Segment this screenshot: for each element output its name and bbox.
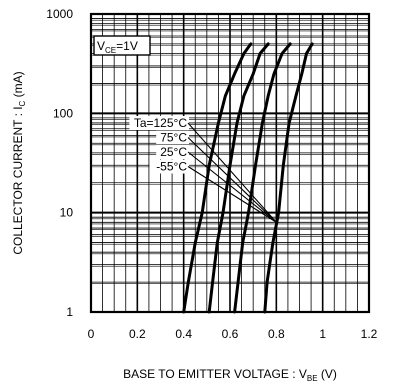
x-tick-labels: 0 0.2 0.4 0.6 0.8 1 1.2 xyxy=(88,327,378,341)
x-axis-label-main: BASE TO EMITTER VOLTAGE : V xyxy=(123,367,307,381)
condition-sub: CE xyxy=(105,46,116,55)
legend-pointer-line xyxy=(187,166,277,223)
legend-label: -55°C xyxy=(156,160,187,174)
series-line xyxy=(182,42,253,314)
x-tick-label: 0.8 xyxy=(268,327,285,341)
legend-label: 25°C xyxy=(160,145,187,159)
x-tick-label: 1 xyxy=(319,327,326,341)
legend-label-bg xyxy=(149,159,189,174)
y-tick-label: 100 xyxy=(53,106,73,120)
curves xyxy=(182,42,314,314)
legend-pointer-line xyxy=(187,151,277,223)
series-line xyxy=(263,42,314,314)
x-axis-label-sub: BE xyxy=(307,374,318,383)
x-tick-label: 0.6 xyxy=(222,327,239,341)
legend-label-bg xyxy=(156,145,189,159)
y-tick-label: 10 xyxy=(60,206,74,220)
series-line xyxy=(233,42,292,314)
plot-frame xyxy=(89,12,371,314)
x-tick-label: 0 xyxy=(88,327,95,341)
legend-pointer-line xyxy=(187,122,277,223)
condition-suffix: =1V xyxy=(116,39,138,53)
y-tick-labels: 1 10 100 1000 xyxy=(46,7,73,319)
y-axis-label-sub: C xyxy=(18,100,27,106)
legend: Ta=125°C75°C25°C-55°C xyxy=(129,116,277,223)
y-axis-label-main: COLLECTOR CURRENT : I xyxy=(11,106,25,254)
legend-label: 75°C xyxy=(160,131,187,145)
legend-pointer-line xyxy=(187,137,277,223)
legend-label-bg xyxy=(156,130,189,145)
condition-box-bg xyxy=(93,35,151,56)
condition-prefix: V xyxy=(97,39,105,53)
x-tick-label: 0.2 xyxy=(129,327,146,341)
x-tick-label: 1.2 xyxy=(361,327,378,341)
y-axis-label-unit: (mA) xyxy=(11,71,25,100)
legend-label: Ta=125°C xyxy=(134,116,188,130)
x-tick-label: 0.4 xyxy=(175,327,192,341)
x-axis-label-unit: (V) xyxy=(318,367,337,381)
legend-label-bg xyxy=(129,116,189,130)
y-tick-label: 1000 xyxy=(46,7,73,21)
y-axis-label: COLLECTOR CURRENT : IC (mA) xyxy=(11,71,27,254)
series-line xyxy=(207,42,270,314)
y-tick-label: 1 xyxy=(66,305,73,319)
x-axis-label: BASE TO EMITTER VOLTAGE : VBE (V) xyxy=(123,367,337,383)
condition-label: VCE=1V xyxy=(97,39,138,55)
condition-box: VCE=1V xyxy=(93,35,151,56)
grid xyxy=(91,14,369,312)
